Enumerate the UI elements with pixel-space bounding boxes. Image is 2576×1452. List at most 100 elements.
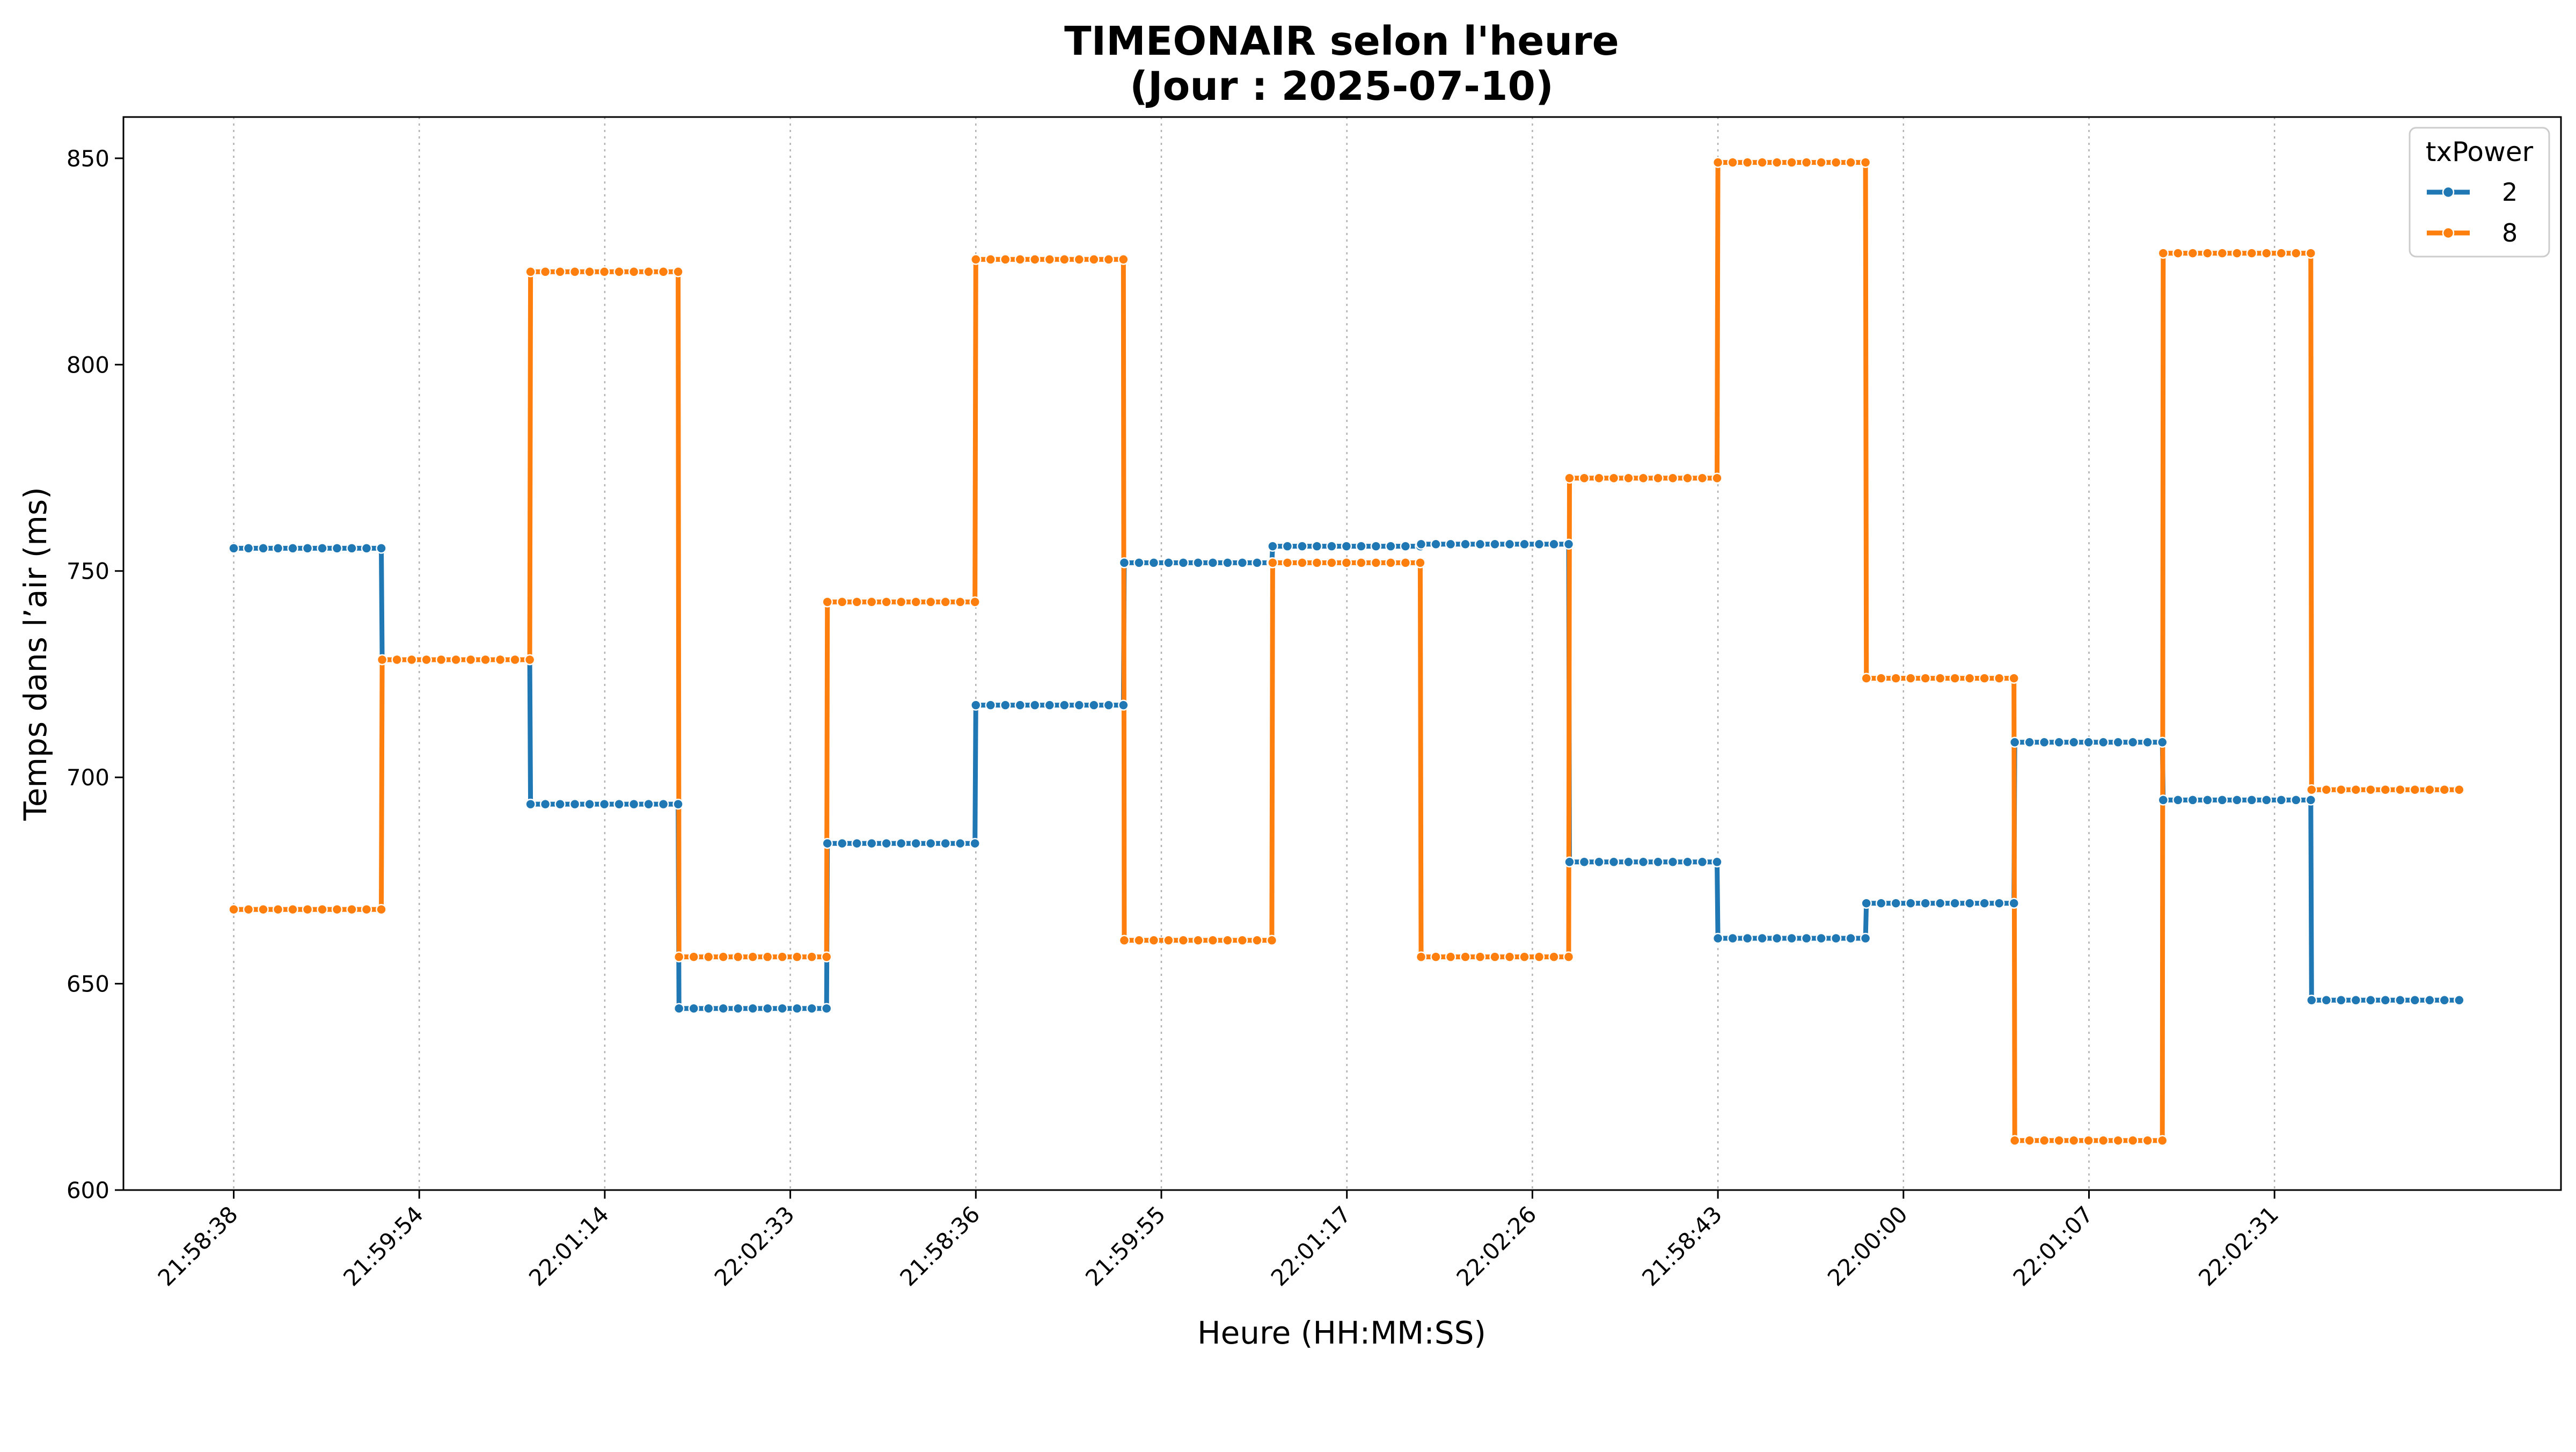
legend-marker	[2442, 227, 2455, 239]
data-point	[1415, 951, 1427, 962]
data-point	[1236, 557, 1248, 568]
data-point	[762, 951, 773, 962]
data-point	[2380, 784, 2391, 796]
y-tick-label: 650	[67, 971, 109, 997]
data-point	[2290, 794, 2302, 806]
data-point	[970, 699, 982, 711]
legend-label-2: 2	[2502, 178, 2518, 207]
data-point	[1816, 157, 1827, 168]
data-point	[777, 951, 788, 962]
data-point	[1133, 557, 1145, 568]
data-point	[1370, 557, 1382, 568]
data-point	[494, 654, 506, 666]
data-point	[881, 596, 892, 608]
data-point	[1073, 699, 1085, 711]
data-point	[1297, 541, 1308, 552]
data-point	[228, 543, 239, 554]
data-point	[1519, 538, 1530, 550]
data-point	[2261, 794, 2272, 806]
data-point	[881, 837, 892, 849]
data-point	[1489, 951, 1501, 962]
data-point	[1474, 951, 1486, 962]
legend: txPower 28	[2409, 127, 2550, 258]
data-point	[1341, 541, 1352, 552]
data-point	[1533, 538, 1545, 550]
data-point	[1207, 935, 1219, 946]
data-point	[480, 654, 491, 666]
data-point	[525, 266, 536, 278]
data-point	[2008, 898, 2019, 909]
data-point	[1786, 932, 1797, 944]
data-point	[1757, 932, 1768, 944]
data-point	[287, 903, 298, 915]
data-point	[1445, 951, 1457, 962]
data-point	[940, 837, 951, 849]
data-point	[1696, 856, 1708, 868]
data-point	[2439, 784, 2450, 796]
data-point	[1875, 673, 1887, 684]
data-point	[2127, 1135, 2139, 1146]
data-point	[1682, 856, 1693, 868]
data-point	[2439, 995, 2450, 1006]
data-point	[940, 596, 951, 608]
data-point	[791, 951, 803, 962]
data-point	[1118, 699, 1129, 711]
data-point	[2157, 794, 2169, 806]
data-point	[584, 798, 595, 810]
data-point	[1059, 699, 1070, 711]
data-point	[376, 654, 388, 666]
data-point	[584, 266, 595, 278]
data-point	[1474, 538, 1486, 550]
data-point	[1192, 935, 1204, 946]
data-point	[1845, 932, 1856, 944]
data-point	[2306, 995, 2317, 1006]
data-point	[1711, 472, 1723, 484]
data-point	[1548, 538, 1560, 550]
data-point	[1845, 157, 1856, 168]
data-point	[954, 837, 966, 849]
data-point	[1133, 935, 1145, 946]
data-point	[821, 1003, 832, 1014]
data-point	[1578, 856, 1590, 868]
data-point	[2246, 794, 2258, 806]
data-point	[866, 596, 877, 608]
data-point	[1801, 932, 1812, 944]
data-point	[2305, 794, 2317, 806]
data-point	[465, 654, 477, 666]
data-point	[1207, 557, 1219, 568]
data-point	[1430, 538, 1441, 550]
data-point	[2231, 247, 2243, 259]
data-point	[836, 837, 848, 849]
legend-box	[2409, 127, 2550, 258]
data-point	[1741, 157, 1753, 168]
data-point	[509, 654, 521, 666]
data-point	[1860, 932, 1871, 944]
data-point	[1563, 951, 1575, 962]
data-point	[1920, 898, 1931, 909]
data-point	[732, 951, 744, 962]
chart-title: TIMEONAIR selon l'heure	[1064, 18, 1619, 64]
data-point	[2202, 247, 2213, 259]
data-point	[1044, 254, 1056, 265]
data-point	[925, 596, 936, 608]
data-point	[1830, 157, 1842, 168]
data-point	[1801, 157, 1812, 168]
data-point	[1222, 935, 1233, 946]
data-point	[910, 596, 921, 608]
data-point	[1905, 898, 1916, 909]
data-point	[2083, 1135, 2094, 1146]
y-tick-label: 850	[67, 145, 109, 172]
data-point	[1711, 856, 1723, 868]
data-point	[2216, 794, 2228, 806]
grid-lines	[233, 117, 2275, 1190]
legend-marker	[2442, 186, 2455, 199]
data-point	[2454, 995, 2465, 1006]
data-point	[361, 543, 372, 554]
data-point	[317, 543, 328, 554]
data-point	[851, 596, 862, 608]
data-point	[2321, 995, 2332, 1006]
data-point	[1059, 254, 1070, 265]
data-point	[2142, 1135, 2153, 1146]
data-point	[1252, 557, 1263, 568]
data-point	[643, 266, 654, 278]
